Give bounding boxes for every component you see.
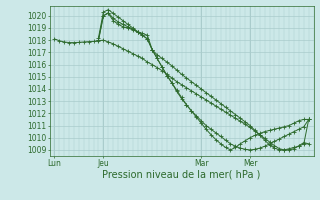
X-axis label: Pression niveau de la mer( hPa ): Pression niveau de la mer( hPa ) <box>102 170 261 180</box>
